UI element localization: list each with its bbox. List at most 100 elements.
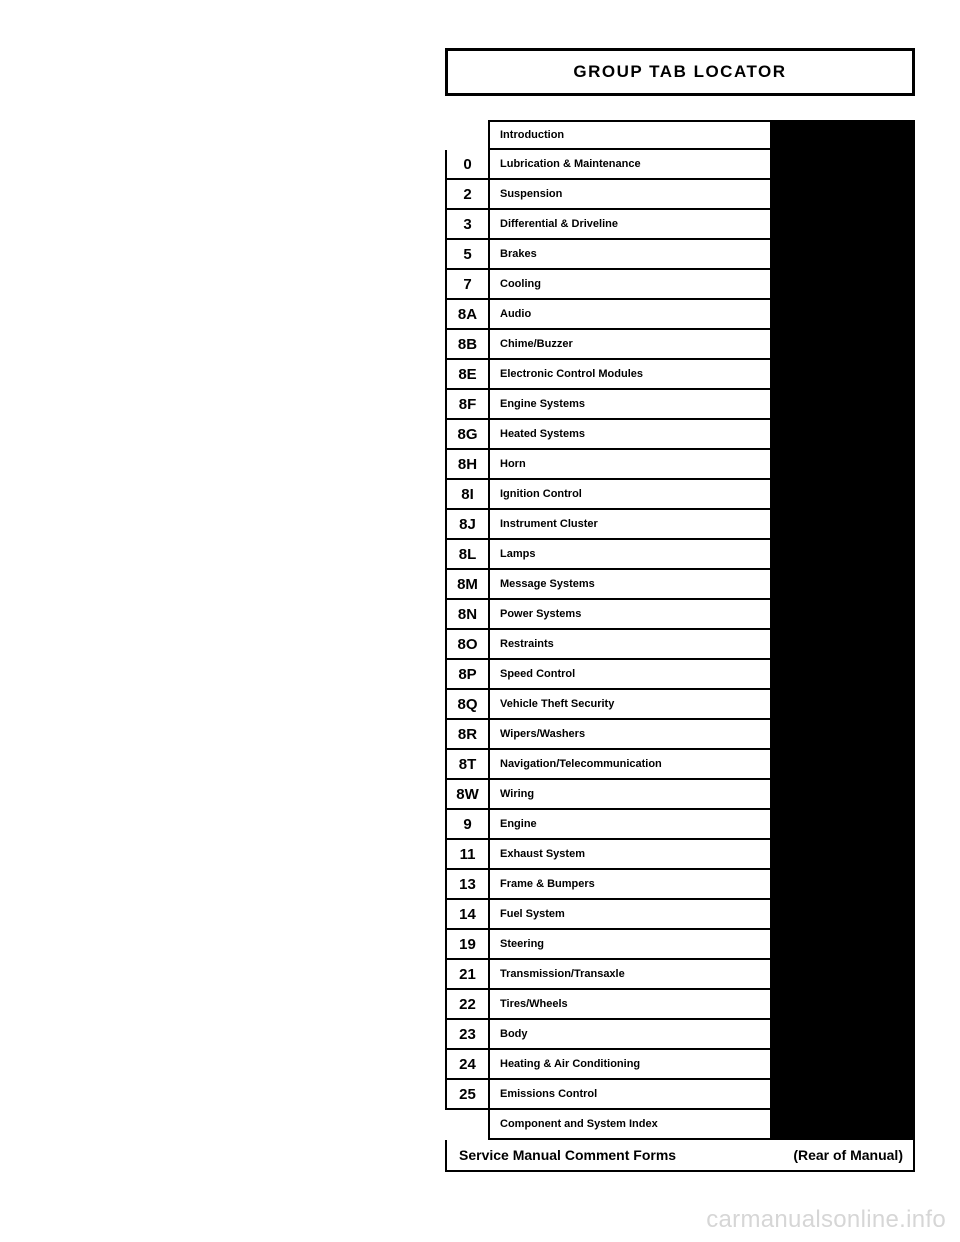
table-row[interactable]: Introduction [445, 120, 915, 150]
row-tab [770, 480, 915, 510]
row-number: 14 [445, 900, 488, 930]
watermark-text: carmanualsonline.info [706, 1206, 946, 1234]
row-number: 22 [445, 990, 488, 1020]
table-row[interactable]: 8FEngine Systems [445, 390, 915, 420]
row-label: Wipers/Washers [488, 720, 770, 750]
row-tab [770, 810, 915, 840]
row-label: Heated Systems [488, 420, 770, 450]
row-tab [770, 510, 915, 540]
table-row[interactable]: 8GHeated Systems [445, 420, 915, 450]
table-row[interactable]: 8NPower Systems [445, 600, 915, 630]
row-tab [770, 150, 915, 180]
row-label: Power Systems [488, 600, 770, 630]
table-row[interactable]: 2Suspension [445, 180, 915, 210]
table-row[interactable]: 24Heating & Air Conditioning [445, 1050, 915, 1080]
row-label: Chime/Buzzer [488, 330, 770, 360]
table-row[interactable]: 25Emissions Control [445, 1080, 915, 1110]
page: GROUP TAB LOCATOR Introduction0Lubricati… [0, 0, 960, 1242]
row-label: Suspension [488, 180, 770, 210]
table-row[interactable]: 14Fuel System [445, 900, 915, 930]
table-row[interactable]: 7Cooling [445, 270, 915, 300]
row-number: 11 [445, 840, 488, 870]
row-label: Exhaust System [488, 840, 770, 870]
row-tab [770, 240, 915, 270]
row-label: Introduction [488, 120, 770, 150]
table-row[interactable]: Component and System Index [445, 1110, 915, 1140]
table-row[interactable]: 23Body [445, 1020, 915, 1050]
row-tab [770, 660, 915, 690]
row-number: 3 [445, 210, 488, 240]
row-tab [770, 180, 915, 210]
table-row[interactable]: 8QVehicle Theft Security [445, 690, 915, 720]
table-row[interactable]: 13Frame & Bumpers [445, 870, 915, 900]
table-row[interactable]: 8AAudio [445, 300, 915, 330]
row-tab [770, 750, 915, 780]
table-row[interactable]: 8TNavigation/Telecommunication [445, 750, 915, 780]
row-tab [770, 330, 915, 360]
row-number: 8W [445, 780, 488, 810]
row-tab [770, 870, 915, 900]
row-label: Ignition Control [488, 480, 770, 510]
table-row[interactable]: 8BChime/Buzzer [445, 330, 915, 360]
table-row[interactable]: 8JInstrument Cluster [445, 510, 915, 540]
table-row[interactable]: 8RWipers/Washers [445, 720, 915, 750]
row-tab [770, 1110, 915, 1140]
row-tab [770, 960, 915, 990]
title-box: GROUP TAB LOCATOR [445, 48, 915, 96]
row-number: 7 [445, 270, 488, 300]
table-row[interactable]: 8WWiring [445, 780, 915, 810]
row-number: 8B [445, 330, 488, 360]
row-number: 23 [445, 1020, 488, 1050]
row-number: 2 [445, 180, 488, 210]
row-label: Engine Systems [488, 390, 770, 420]
row-label: Body [488, 1020, 770, 1050]
table-row[interactable]: 8ORestraints [445, 630, 915, 660]
row-tab [770, 1020, 915, 1050]
table-row[interactable]: 8LLamps [445, 540, 915, 570]
row-label: Message Systems [488, 570, 770, 600]
row-tab [770, 270, 915, 300]
table-row[interactable]: 8IIgnition Control [445, 480, 915, 510]
row-number: 8Q [445, 690, 488, 720]
row-label: Vehicle Theft Security [488, 690, 770, 720]
row-number: 8O [445, 630, 488, 660]
row-number [445, 120, 488, 150]
row-tab [770, 1080, 915, 1110]
row-label: Navigation/Telecommunication [488, 750, 770, 780]
table-row[interactable]: 22Tires/Wheels [445, 990, 915, 1020]
row-number: 8L [445, 540, 488, 570]
table-row[interactable]: 0Lubrication & Maintenance [445, 150, 915, 180]
row-label: Lubrication & Maintenance [488, 150, 770, 180]
table-row[interactable]: 11Exhaust System [445, 840, 915, 870]
row-tab [770, 420, 915, 450]
row-tab [770, 840, 915, 870]
row-tab [770, 450, 915, 480]
table-row[interactable]: 8HHorn [445, 450, 915, 480]
row-number: 8A [445, 300, 488, 330]
row-number: 21 [445, 960, 488, 990]
row-tab [770, 300, 915, 330]
row-number: 8T [445, 750, 488, 780]
row-tab [770, 720, 915, 750]
row-label: Audio [488, 300, 770, 330]
row-tab [770, 690, 915, 720]
table-row[interactable]: 8EElectronic Control Modules [445, 360, 915, 390]
row-label: Tires/Wheels [488, 990, 770, 1020]
table-row[interactable]: 19Steering [445, 930, 915, 960]
table-row[interactable]: 8MMessage Systems [445, 570, 915, 600]
row-number: 8R [445, 720, 488, 750]
table-row[interactable]: 5Brakes [445, 240, 915, 270]
row-number: 8H [445, 450, 488, 480]
table-row[interactable]: 3Differential & Driveline [445, 210, 915, 240]
row-number: 8F [445, 390, 488, 420]
table-row[interactable]: 8PSpeed Control [445, 660, 915, 690]
row-label: Engine [488, 810, 770, 840]
row-label: Emissions Control [488, 1080, 770, 1110]
row-tab [770, 990, 915, 1020]
row-tab [770, 630, 915, 660]
row-number: 25 [445, 1080, 488, 1110]
row-label: Heating & Air Conditioning [488, 1050, 770, 1080]
row-number: 0 [445, 150, 488, 180]
table-row[interactable]: 21Transmission/Transaxle [445, 960, 915, 990]
table-row[interactable]: 9Engine [445, 810, 915, 840]
